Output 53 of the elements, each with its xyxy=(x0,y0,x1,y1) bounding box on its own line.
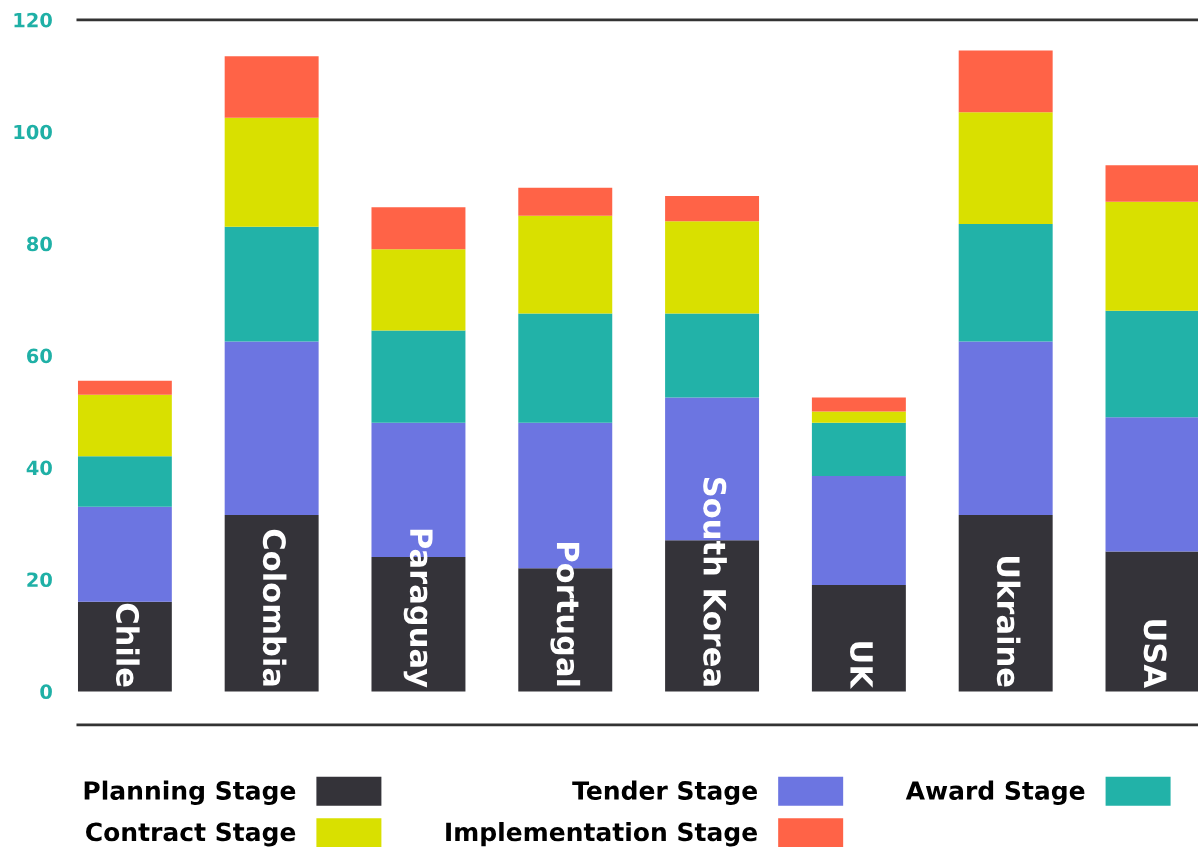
bar xyxy=(958,224,1053,342)
bar xyxy=(518,215,613,314)
x-tick-label: Colombia xyxy=(262,529,287,686)
bar xyxy=(1105,551,1198,692)
bar xyxy=(224,56,319,118)
bar xyxy=(371,249,466,331)
bar xyxy=(811,422,906,476)
bar xyxy=(77,380,172,395)
bar xyxy=(77,394,172,457)
bar xyxy=(811,411,906,423)
bar xyxy=(371,207,466,250)
bar xyxy=(958,50,1053,113)
x-tick-label: Chile xyxy=(115,603,140,687)
legend-label: Tender Stage xyxy=(572,780,757,805)
x-tick-label: Paraguay xyxy=(403,529,433,688)
x-tick-label: Ukraine xyxy=(996,557,1021,687)
y-tick-label: 120 xyxy=(14,12,52,28)
legend-label: Implementation Stage xyxy=(446,821,757,847)
x-tick-label: UK xyxy=(850,642,873,689)
bar xyxy=(224,226,319,342)
y-tick-label: 80 xyxy=(27,236,52,252)
x-tick-label: Portugal xyxy=(550,543,581,686)
bar xyxy=(665,196,760,222)
bar xyxy=(224,341,319,516)
bar xyxy=(77,456,172,507)
y-tick-label: 0 xyxy=(40,684,52,700)
y-tick-label: 20 xyxy=(27,572,52,588)
y-tick-label: 40 xyxy=(26,460,52,476)
y-tick-label: 60 xyxy=(27,348,52,364)
bar xyxy=(371,330,466,423)
bar xyxy=(1105,417,1198,552)
x-tick-label: South Korea xyxy=(703,477,727,686)
bar xyxy=(518,313,613,423)
legend-label: Award Stage xyxy=(905,780,1085,805)
bar xyxy=(665,221,760,314)
bar xyxy=(811,475,906,586)
bar xyxy=(665,313,760,398)
bar xyxy=(224,515,319,692)
bar xyxy=(1105,201,1198,311)
x-tick-label: USA xyxy=(1143,620,1167,688)
bar xyxy=(811,397,906,412)
bar xyxy=(958,515,1053,692)
bar xyxy=(958,112,1053,225)
legend-label: Planning Stage xyxy=(84,780,296,805)
bar xyxy=(518,187,613,216)
bar xyxy=(811,585,906,692)
bar xyxy=(1105,310,1198,418)
legend-label: Contract Stage xyxy=(86,822,296,847)
y-tick-label: 100 xyxy=(14,124,52,140)
bar xyxy=(224,117,319,227)
bar xyxy=(958,341,1053,516)
bar xyxy=(77,506,172,602)
bar xyxy=(1105,165,1198,202)
